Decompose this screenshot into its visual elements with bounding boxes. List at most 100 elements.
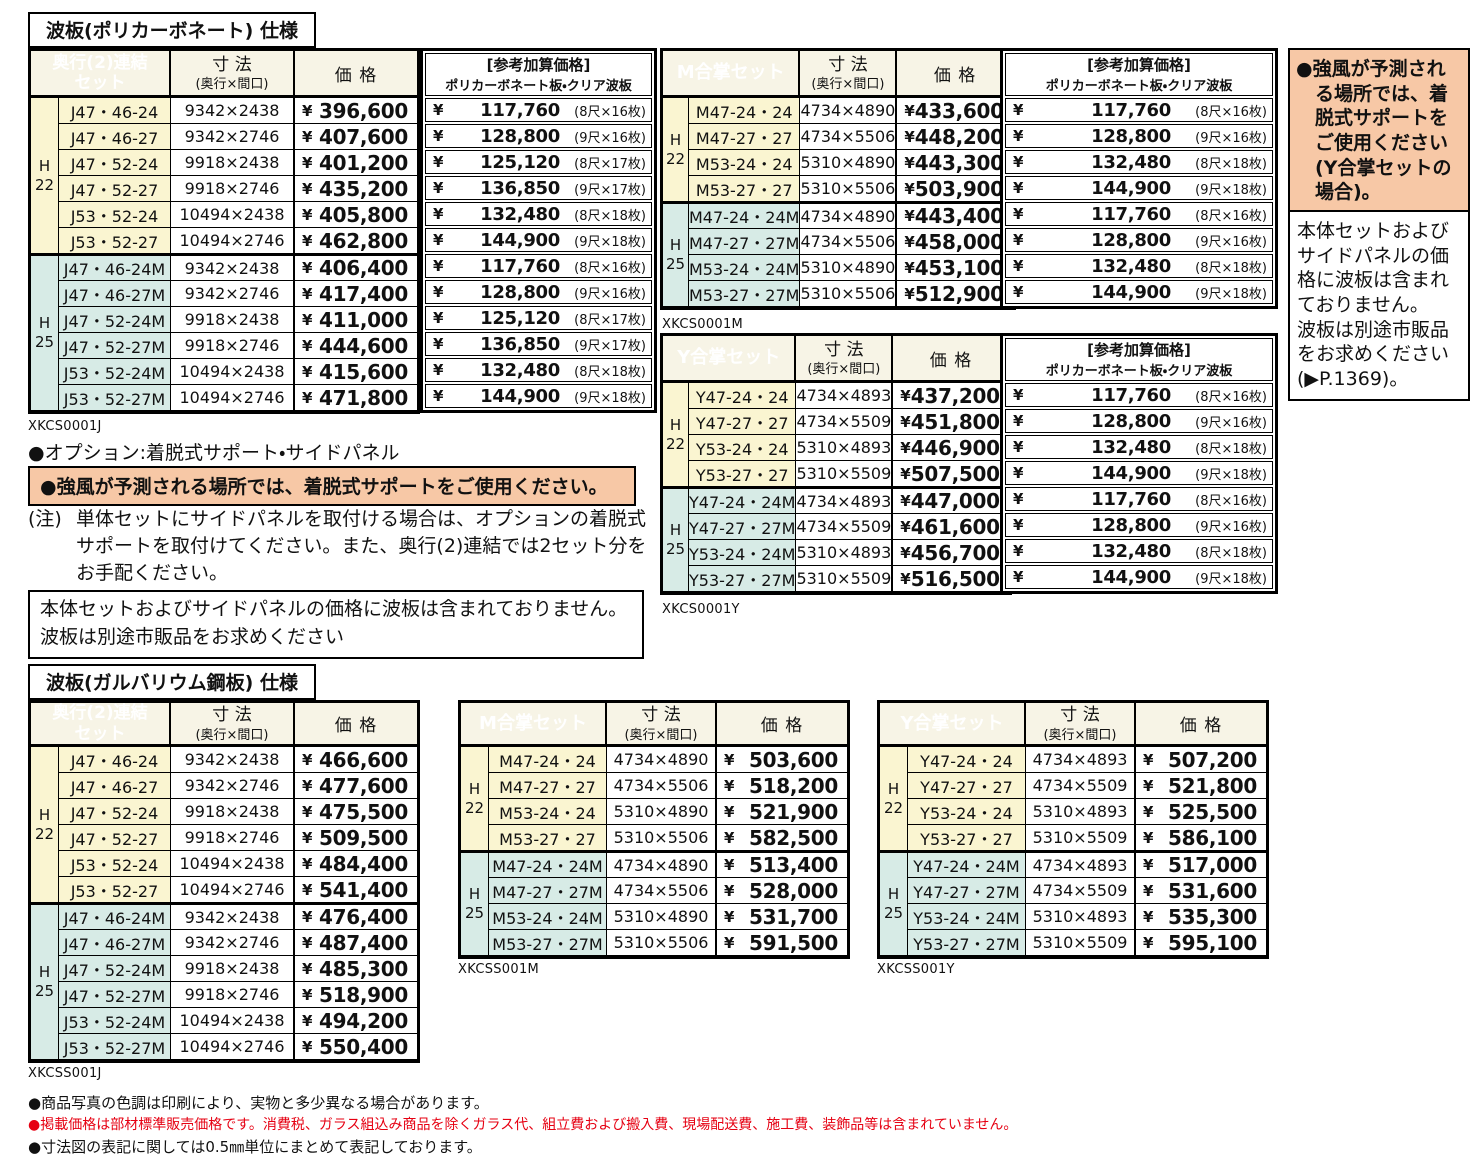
yen-sign: ¥ bbox=[900, 464, 911, 483]
yen-sign: ¥ bbox=[1013, 257, 1024, 275]
product-row: H 25 M47-24・24M 4734×4890 ¥513,400 bbox=[461, 851, 847, 956]
sheet-count: (9尺×18枚) bbox=[1195, 182, 1267, 198]
model-code: M47-24・24 bbox=[689, 98, 801, 124]
ref-price-value: 128,800 bbox=[1091, 514, 1171, 536]
yen-sign: ¥ bbox=[724, 933, 735, 952]
dimensions: 4734×5509 bbox=[1026, 773, 1136, 799]
yen-sign: ¥ bbox=[302, 750, 313, 769]
dimensions: 5310×4890 bbox=[607, 904, 717, 930]
set-name: Y合掌セット bbox=[880, 703, 1026, 747]
yen-sign: ¥ bbox=[1013, 438, 1024, 456]
col-header-size: 寸 法 (奥行×間口) bbox=[800, 51, 898, 98]
sheet-count: (8尺×16枚) bbox=[1195, 104, 1267, 120]
ref-price-value: 128,800 bbox=[1091, 229, 1171, 251]
model-code: J53・52-24M bbox=[59, 1008, 171, 1034]
ref-price-row: ¥128,800 (9尺×16枚) bbox=[1005, 513, 1273, 537]
model-code: J47・52-27M bbox=[59, 982, 171, 1008]
model-code: J53・52-27 bbox=[59, 877, 171, 903]
sidebar-sheet-note-line1: 本体セットおよびサイドパネルの価格に波板は含まれておりません。 bbox=[1297, 220, 1450, 317]
dimensions: 9918×2438 bbox=[171, 956, 295, 982]
ref-price-row: ¥128,800 (9尺×16枚) bbox=[1005, 228, 1273, 252]
ref-price-value: 128,800 bbox=[1091, 410, 1171, 432]
yen-sign: ¥ bbox=[900, 543, 911, 562]
header-row: 奥行(2)連結 セット寸 法 (奥行×間口) 価 格 bbox=[31, 51, 417, 98]
price-cell: ¥476,400 bbox=[295, 903, 417, 930]
ref-price-row: ¥128,800 (9尺×16枚) bbox=[425, 124, 652, 148]
yen-sign: ¥ bbox=[1143, 907, 1154, 926]
price-cell: ¥550,400 bbox=[295, 1034, 417, 1060]
ref-price-header: [参考加算価格] ポリカーボネート板・クリア波板 bbox=[1005, 338, 1273, 381]
sheet-count: (8尺×16枚) bbox=[1195, 208, 1267, 224]
height-class-label: H 22 bbox=[663, 98, 689, 202]
product-row: J47・46-27M 9342×2746 ¥487,400 bbox=[31, 930, 417, 956]
yen-sign: ¥ bbox=[302, 336, 313, 355]
col-header-size: 寸 法 (奥行×間口) bbox=[796, 336, 894, 383]
ref-price-value: 125,120 bbox=[480, 151, 560, 173]
dimensions: 4734×5506 bbox=[800, 229, 898, 255]
ref-price-row: ¥117,760 (8尺×16枚) bbox=[1005, 202, 1273, 226]
height-class-label: H 25 bbox=[31, 254, 59, 411]
set-name: Y合掌セット bbox=[663, 336, 797, 383]
product-row: M47-27・27M 4734×5506 ¥458,000 bbox=[663, 229, 1013, 255]
col-header-price: 価 格 bbox=[893, 336, 1009, 383]
price-value: 456,700 bbox=[910, 540, 1000, 565]
header-row: M合掌セット寸 法 (奥行×間口) 価 格 bbox=[461, 703, 847, 747]
sidebar-sheet-note-line2: 波板は別途市販品をお求めください(▶P.1369)。 bbox=[1297, 318, 1450, 391]
ref-price-header: [参考加算価格] ポリカーボネート板・クリア波板 bbox=[425, 53, 652, 96]
product-row: J53・52-27 10494×2746 ¥541,400 bbox=[31, 877, 417, 903]
ref-price-row: ¥125,120 (8尺×17枚) bbox=[425, 306, 652, 330]
price-cell: ¥477,600 bbox=[295, 773, 417, 799]
yen-sign: ¥ bbox=[904, 101, 915, 120]
price-cell: ¥517,000 bbox=[1136, 851, 1266, 878]
ref-price-row: ¥144,900 (9尺×18枚) bbox=[425, 228, 652, 252]
dimensions: 5310×4890 bbox=[607, 799, 717, 825]
ref-price-row: ¥117,760 (8尺×16枚) bbox=[425, 98, 652, 122]
dimensions: 9918×2746 bbox=[171, 333, 295, 359]
yen-sign: ¥ bbox=[302, 985, 313, 1004]
yen-sign: ¥ bbox=[433, 309, 444, 327]
col-header-price: 価 格 bbox=[1136, 703, 1266, 747]
dimensions: 5310×5509 bbox=[796, 461, 894, 487]
price-cell: ¥528,000 bbox=[717, 878, 847, 904]
price-value: 525,500 bbox=[1168, 799, 1257, 824]
product-row: J53・52-24 10494×2438 ¥405,800 bbox=[31, 202, 417, 228]
yen-sign: ¥ bbox=[302, 933, 313, 952]
dimensions: 5310×5506 bbox=[800, 176, 898, 202]
height-class-label: H 25 bbox=[461, 851, 489, 956]
dimensions: 10494×2746 bbox=[171, 1034, 295, 1060]
sheet-count: (9尺×16枚) bbox=[1195, 234, 1267, 250]
model-code: J53・52-27M bbox=[59, 1034, 171, 1060]
yen-sign: ¥ bbox=[302, 854, 313, 873]
price-cell: ¥466,600 bbox=[295, 747, 417, 773]
price-value: 453,100 bbox=[914, 255, 1004, 280]
price-cell: ¥417,400 bbox=[295, 281, 417, 307]
model-code: J53・52-24 bbox=[59, 202, 171, 228]
price-value: 518,900 bbox=[319, 982, 408, 1007]
product-row: M53-24・24 5310×4890 ¥521,900 bbox=[461, 799, 847, 825]
price-value: 595,100 bbox=[1168, 930, 1257, 955]
price-value: 462,800 bbox=[319, 228, 408, 253]
yen-sign: ¥ bbox=[724, 907, 735, 926]
model-code: J47・46-27 bbox=[59, 124, 171, 150]
price-value: 582,500 bbox=[749, 825, 838, 850]
price-cell: ¥446,900 bbox=[893, 435, 1009, 461]
header-row: 奥行(2)連結 セット寸 法 (奥行×間口) 価 格 bbox=[31, 703, 417, 747]
dimensions: 4734×5509 bbox=[1026, 878, 1136, 904]
height-class-label: H 22 bbox=[880, 747, 908, 851]
sheet-count: (9尺×18枚) bbox=[574, 390, 646, 406]
price-value: 458,000 bbox=[914, 229, 1004, 254]
product-row: Y53-24・24M 5310×4893 ¥535,300 bbox=[880, 904, 1266, 930]
height-class-label: H 25 bbox=[880, 851, 908, 956]
ref-price-value: 136,850 bbox=[480, 333, 560, 355]
product-row: H 22 Y47-24・24 4734×4893 ¥507,200 bbox=[880, 747, 1266, 851]
ref-price-value: 144,900 bbox=[1091, 281, 1171, 303]
model-code: Y53-27・27 bbox=[689, 461, 797, 487]
model-code: M53-27・27M bbox=[689, 281, 801, 307]
model-code: J47・52-24 bbox=[59, 150, 171, 176]
product-row: J47・52-24M 9918×2438 ¥411,000 bbox=[31, 307, 417, 333]
price-value: 448,200 bbox=[914, 124, 1004, 149]
dimensions: 4734×4890 bbox=[607, 747, 717, 773]
price-cell: ¥507,200 bbox=[1136, 747, 1266, 773]
sidebar-wind-warning-text: ●強風が予測される場所では、着脱式サポートをご使用ください(Y合掌セットの場合)… bbox=[1296, 58, 1452, 204]
price-cell: ¥405,800 bbox=[295, 202, 417, 228]
